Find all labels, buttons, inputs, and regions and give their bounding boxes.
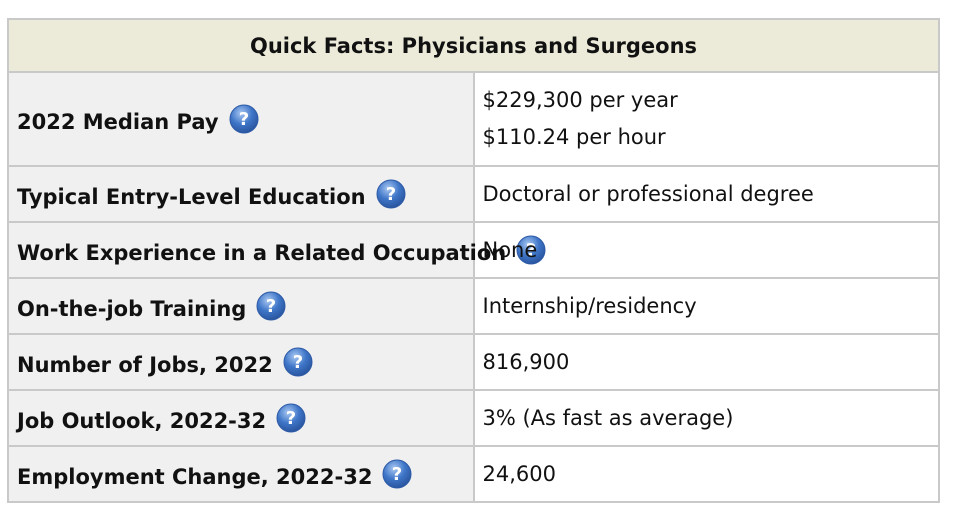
- row-value: 24,600: [482, 462, 556, 486]
- row-value-annual: $229,300 per year: [482, 88, 678, 112]
- row-value-cell: Doctoral or professional degree: [472, 165, 940, 223]
- row-value: 3% (As fast as average): [482, 406, 734, 430]
- row-label-cell: 2022 Median Pay?: [7, 71, 475, 167]
- quick-facts-table: Quick Facts: Physicians and Surgeons 202…: [7, 18, 940, 503]
- row-value: 816,900: [482, 350, 570, 374]
- row-value: None: [482, 238, 538, 262]
- table-title: Quick Facts: Physicians and Surgeons: [7, 18, 940, 73]
- row-label: Work Experience in a Related Occupation: [17, 241, 507, 265]
- table-row-job-training: On-the-job Training? Internship/residenc…: [7, 277, 940, 335]
- table-row-number-of-jobs: Number of Jobs, 2022? 816,900: [7, 333, 940, 391]
- help-icon[interactable]: ?: [376, 179, 406, 209]
- row-value-cell: 3% (As fast as average): [472, 389, 940, 447]
- row-label-cell: Employment Change, 2022-32?: [7, 445, 475, 503]
- row-value-cell: $229,300 per year $110.24 per hour: [472, 71, 940, 167]
- svg-text:?: ?: [286, 408, 296, 429]
- row-label-cell: Job Outlook, 2022-32?: [7, 389, 475, 447]
- row-label: 2022 Median Pay: [17, 110, 219, 134]
- row-value: Internship/residency: [482, 294, 697, 318]
- help-icon[interactable]: ?: [276, 403, 306, 433]
- row-label-cell: Work Experience in a Related Occupation?: [7, 221, 546, 279]
- row-label: Job Outlook, 2022-32: [17, 409, 267, 433]
- row-value: Doctoral or professional degree: [482, 182, 814, 206]
- row-label-cell: On-the-job Training?: [7, 277, 475, 335]
- table-row-median-pay: 2022 Median Pay? $229,300 per year $110.…: [7, 71, 940, 167]
- row-label: On-the-job Training: [17, 297, 247, 321]
- table-caption-row: Quick Facts: Physicians and Surgeons: [7, 18, 940, 73]
- svg-text:?: ?: [266, 296, 276, 317]
- row-value-hourly: $110.24 per hour: [482, 125, 666, 149]
- row-label-cell: Number of Jobs, 2022?: [7, 333, 475, 391]
- svg-text:?: ?: [385, 184, 395, 205]
- row-label-cell: Typical Entry-Level Education?: [7, 165, 475, 223]
- row-value-cell: 24,600: [472, 445, 940, 503]
- row-value-cell: None: [472, 221, 940, 279]
- svg-text:?: ?: [293, 352, 303, 373]
- svg-text:?: ?: [392, 464, 402, 485]
- table-row-work-experience: Work Experience in a Related Occupation?…: [7, 221, 940, 279]
- table-row-employment-change: Employment Change, 2022-32? 24,600: [7, 445, 940, 503]
- row-label: Number of Jobs, 2022: [17, 353, 273, 377]
- svg-text:?: ?: [238, 109, 248, 130]
- help-icon[interactable]: ?: [256, 291, 286, 321]
- row-label: Typical Entry-Level Education: [17, 185, 366, 209]
- row-value-cell: Internship/residency: [472, 277, 940, 335]
- table-row-entry-education: Typical Entry-Level Education? Doctoral …: [7, 165, 940, 223]
- help-icon[interactable]: ?: [229, 104, 259, 134]
- row-value-cell: 816,900: [472, 333, 940, 391]
- help-icon[interactable]: ?: [283, 347, 313, 377]
- table-row-job-outlook: Job Outlook, 2022-32? 3% (As fast as ave…: [7, 389, 940, 447]
- row-label: Employment Change, 2022-32: [17, 465, 373, 489]
- help-icon[interactable]: ?: [382, 459, 412, 489]
